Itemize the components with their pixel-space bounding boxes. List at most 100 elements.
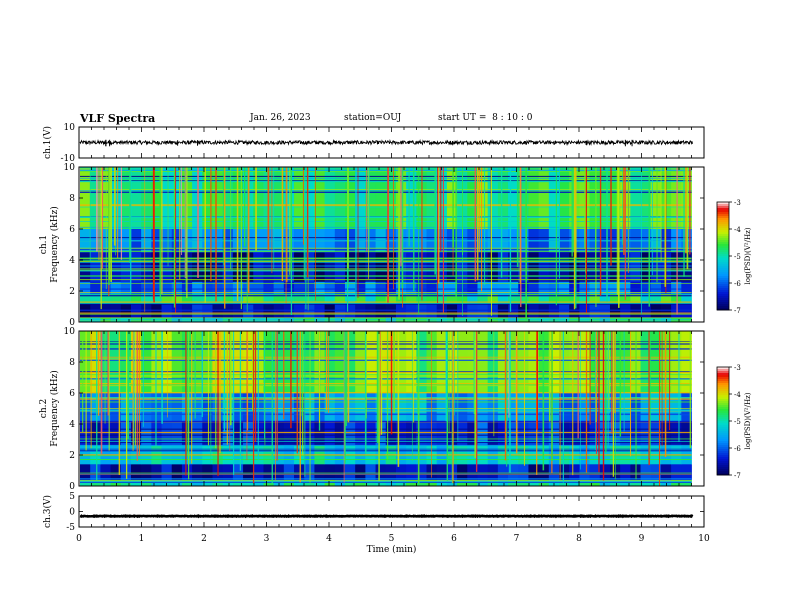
ch1-spectrogram-cell (385, 281, 397, 295)
ch1-spectrogram-cell (222, 252, 234, 282)
ch2-colorbar-swatch (717, 399, 729, 402)
ch2-colorbar-tick-label: -3 (734, 364, 741, 372)
ch2-spectrogram-cell (559, 393, 570, 421)
ch2-spectrogram-cell (671, 464, 682, 480)
ch1-spectrogram-cell (222, 167, 234, 229)
ch1-spectrogram-cell (375, 281, 387, 295)
ch1-spectrogram-cell (609, 294, 621, 304)
ch1-spectrogram-cell (253, 294, 264, 304)
ch1-spectrogram-cell (141, 281, 152, 295)
ch2-spectrogram-cell (375, 464, 387, 480)
ch1-spectrogram-cell (222, 281, 234, 295)
ch2-colorbar-swatch (717, 445, 729, 448)
ch2-spectrogram-cell (100, 464, 111, 480)
ch2-spectrogram-cell (110, 464, 122, 480)
ch2-spectrogram-cell (100, 393, 111, 421)
ch1-colorbar-swatch (717, 226, 729, 229)
ch1-colorbar-swatch (717, 238, 729, 241)
ch1-spectrogram-cell (80, 281, 91, 295)
ch1-colorbar-swatch (717, 254, 729, 257)
ch2-spectrogram-cell (243, 331, 254, 393)
x-tick-label: 4 (326, 534, 332, 544)
ch1-colorbar-swatch (717, 246, 729, 249)
ch2-spectrogram-cell (344, 420, 356, 446)
ch2-spectrogram-cell (579, 331, 590, 393)
ch1-spectrogram-cell (508, 167, 519, 229)
ch1-spectrogram-cell (171, 294, 183, 304)
ch2-spectrogram-cell (426, 393, 438, 421)
ch1-spectrogram-cell (538, 294, 550, 304)
ch2-colorbar-swatch (717, 415, 729, 418)
ch1-spectrogram-cell (273, 281, 285, 295)
ch1-colorbar-swatch (717, 220, 729, 223)
ch2-spectrogram-cell (599, 393, 611, 421)
x-tick-label: 0 (76, 534, 82, 544)
y-tick-label: -5 (66, 523, 75, 533)
ch1-spectrogram-cell (385, 167, 397, 229)
ch2-spectrogram-cell (620, 393, 631, 421)
ch2-spectrogram-cell (650, 420, 662, 446)
ch2-colorbar-swatch (717, 413, 729, 416)
ch1-spectrogram-cell (406, 252, 417, 282)
ch1-spectrogram-cell (324, 167, 336, 229)
ch1-spectrogram-cell (212, 281, 224, 295)
ch1-spectrogram-cell (90, 281, 101, 295)
ch1-spectrogram-cell (222, 294, 234, 304)
ch1-spectrogram-cell (446, 294, 458, 304)
ch1-spectrogram-cell (120, 167, 132, 229)
ch2-spectrogram-cell (80, 464, 91, 480)
ch1-colorbar-swatch (717, 214, 729, 217)
ch2-spectrogram-cell (650, 393, 662, 421)
ch2-spectrogram-cell (171, 464, 183, 480)
ch1-spectrogram-cell (294, 252, 305, 282)
ch1-spectrogram-cell (640, 167, 652, 229)
ch1-spectrogram-cell (161, 294, 173, 304)
ch1-spectrogram-cell (477, 281, 489, 295)
ch1-colorbar-swatch (717, 268, 729, 271)
ch2-colorbar-swatch (717, 471, 729, 474)
y-tick-label: 8 (69, 358, 75, 368)
ch2-spectrogram-cell (222, 464, 234, 480)
ch1-spectrogram-cell (344, 167, 356, 229)
ch2-spectrogram-cell (477, 393, 489, 421)
ch2-colorbar-swatch (717, 391, 729, 394)
ch2-colorbar-swatch (717, 387, 729, 390)
ch1-colorbar-swatch (717, 212, 729, 215)
ch1-spectrogram-cell (467, 167, 478, 229)
ch2-spectrogram-cell (599, 331, 611, 393)
ch1-spectrogram-cell (253, 252, 264, 282)
ch1-spectrogram-cell (151, 294, 162, 304)
ch2-spectrogram-cell (589, 420, 601, 446)
x-tick-label: 7 (514, 534, 520, 544)
ch2-colorbar-swatch (717, 437, 729, 440)
ch1-colorbar-swatch (717, 222, 729, 225)
ch2-spectrogram-cell (283, 464, 295, 480)
ch1-spectrogram-cell (151, 252, 162, 282)
ch2-colorbar-swatch (717, 383, 729, 386)
ch1-spectrogram-cell (528, 167, 540, 229)
ch2-colorbar-swatch (717, 369, 729, 372)
ch2-spectrogram-cell (130, 464, 142, 480)
ch1-spectrogram-cell (385, 252, 397, 282)
ch1-spectrogram-cell (446, 167, 458, 229)
ch2-spectrogram-cell (161, 464, 173, 480)
ch2-spectrogram-cell (395, 420, 407, 446)
ch1-spectrogram-cell (446, 281, 458, 295)
ch1-spectrogram-cell (110, 294, 122, 304)
ch2-spectrogram-cell (263, 420, 275, 446)
ch1-spectrogram-cell (314, 281, 325, 295)
ch1-spectrogram-cell (192, 281, 203, 295)
ch2-spectrogram-cell (273, 331, 285, 393)
ch1-spectrogram-cell (508, 281, 519, 295)
ch2-spectrogram-cell (385, 464, 397, 480)
ch2-colorbar-tick-label: -6 (734, 445, 741, 453)
ch2-spectrogram-cell (436, 464, 448, 480)
ch1-spectrogram-cell (355, 252, 366, 282)
ch2-spectrogram-cell (232, 393, 244, 421)
x-tick-label: 1 (139, 534, 145, 544)
ch2-colorbar-swatch (717, 425, 729, 428)
ch2-spectrogram-cell (497, 464, 509, 480)
ch1-spectrogram-cell (609, 167, 621, 229)
ch1-spectrogram-cell (202, 281, 213, 295)
ch2-spectrogram-cell (406, 420, 417, 446)
